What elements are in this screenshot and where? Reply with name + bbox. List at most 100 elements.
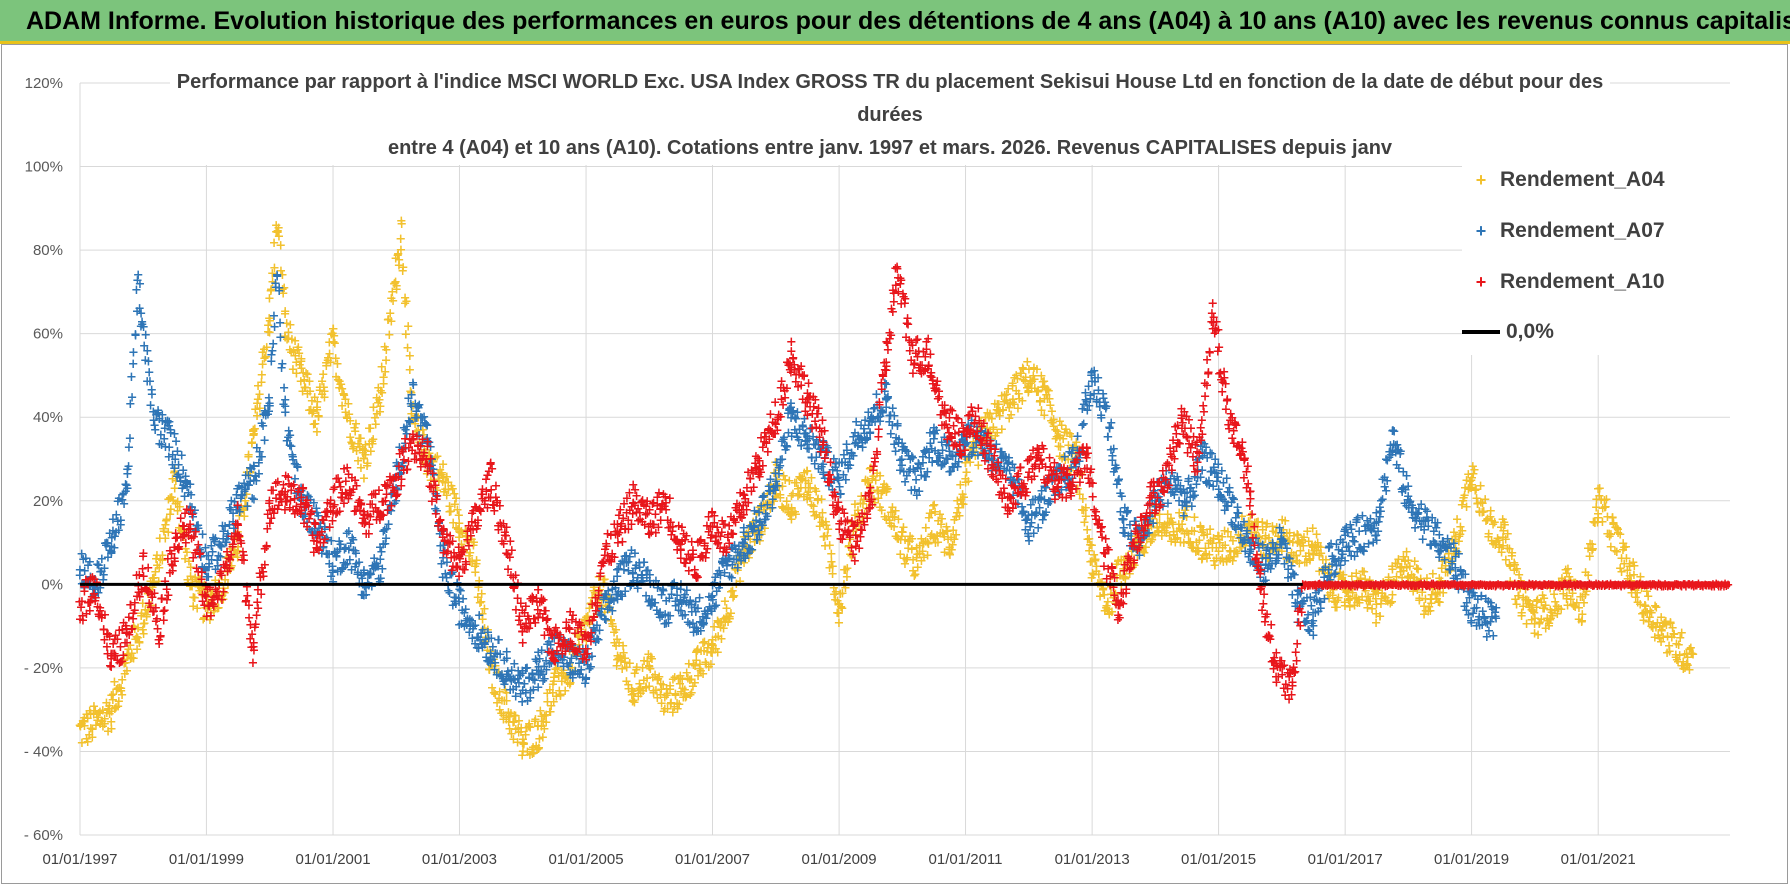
series-point-rendement_a10: + [247, 656, 258, 671]
series-point-rendement_a10: + [396, 479, 407, 494]
series-point-rendement_a04: + [151, 552, 162, 567]
series-point-rendement_a07: + [259, 433, 270, 448]
x-tick-label: 01/01/2003 [422, 851, 497, 868]
series-point-rendement_a04: + [89, 699, 100, 714]
series-point-rendement_a04: + [200, 601, 211, 616]
series-point-rendement_a04: + [280, 331, 291, 346]
series-point-rendement_a04: + [159, 524, 170, 539]
series-point-rendement_a10: + [261, 539, 272, 554]
x-tick-label: 01/01/2001 [295, 851, 370, 868]
series-point-rendement_a04: + [231, 546, 242, 561]
series-point-rendement_a04: + [248, 425, 259, 440]
series-point-rendement_a07: + [1100, 401, 1111, 416]
y-tick-label: 20% [33, 493, 63, 510]
series-point-rendement_a04: + [239, 509, 250, 524]
series-point-rendement_a04: + [256, 376, 267, 391]
series-point-rendement_a04: + [157, 553, 168, 568]
series-point-rendement_a04: + [267, 275, 278, 290]
series-point-rendement_a10: + [155, 630, 166, 645]
series-point-rendement_a04: + [299, 380, 310, 395]
series-point-rendement_a04: + [351, 417, 362, 432]
series-point-rendement_a04: + [243, 450, 254, 465]
series-point-rendement_a04: + [179, 530, 190, 545]
series-point-rendement_a04: + [288, 344, 299, 359]
series-point-rendement_a04: + [248, 428, 259, 443]
series-point-rendement_a04: + [97, 714, 108, 729]
series-point-rendement_a04: + [296, 362, 307, 377]
series-point-rendement_a04: + [305, 403, 316, 418]
series-point-rendement_a07: + [1113, 472, 1124, 487]
series-point-rendement_a04: + [293, 341, 304, 356]
series-point-rendement_a04: + [403, 319, 414, 334]
series-point-rendement_a04: + [153, 575, 164, 590]
series-point-rendement_a04: + [144, 599, 155, 614]
series-point-rendement_a07: + [1491, 601, 1502, 616]
x-tick-label: 01/01/2015 [1181, 851, 1256, 868]
series-point-rendement_a04: + [264, 314, 275, 329]
series-point-rendement_a07: + [275, 316, 286, 331]
series-point-rendement_a07: + [127, 390, 138, 405]
series-point-rendement_a04: + [136, 607, 147, 622]
series-point-rendement_a04: + [233, 540, 244, 555]
series-point-rendement_a07: + [115, 518, 126, 533]
series-point-rendement_a04: + [170, 497, 181, 512]
series-point-rendement_a04: + [396, 217, 407, 232]
series-point-rendement_a04: + [150, 565, 161, 580]
series-point-rendement_a04: + [161, 514, 172, 529]
series-point-rendement_a04: + [381, 343, 392, 358]
series-point-rendement_a07: + [1308, 628, 1319, 643]
series-point-rendement_a04: + [236, 500, 247, 515]
series-point-rendement_a04: + [248, 423, 259, 438]
series-point-rendement_a04: + [170, 474, 181, 489]
series-point-rendement_a04: + [98, 719, 109, 734]
series-point-rendement_a04: + [401, 294, 412, 309]
series-point-rendement_a04: + [169, 464, 180, 479]
series-point-rendement_a04: + [199, 611, 210, 626]
series-point-rendement_a04: + [212, 601, 223, 616]
series-point-rendement_a04: + [236, 504, 247, 519]
series-point-rendement_a04: + [128, 620, 139, 635]
series-point-rendement_a10: + [425, 452, 436, 467]
series-point-rendement_a04: + [189, 591, 200, 606]
series-point-rendement_a04: + [140, 603, 151, 618]
series-point-rendement_a04: + [368, 432, 379, 447]
series-point-rendement_a04: + [296, 354, 307, 369]
series-point-rendement_a07: + [1403, 479, 1414, 494]
series-point-rendement_a04: + [122, 647, 133, 662]
series-point-rendement_a04: + [234, 531, 245, 546]
series-point-rendement_a04: + [299, 373, 310, 388]
series-point-rendement_a04: + [213, 601, 224, 616]
series-point-rendement_a04: + [313, 409, 324, 424]
series-point-rendement_a04: + [210, 602, 221, 617]
series-point-rendement_a04: + [119, 653, 130, 668]
series-point-rendement_a04: + [169, 466, 180, 481]
y-tick-label: 120% [25, 75, 63, 92]
report-banner: ADAM Informe. Evolution historique des p… [0, 0, 1790, 44]
series-point-rendement_a04: + [278, 287, 289, 302]
series-point-rendement_a04: + [294, 347, 305, 362]
series-point-rendement_a04: + [207, 587, 218, 602]
series-point-rendement_a04: + [245, 465, 256, 480]
series-point-rendement_a04: + [279, 281, 290, 296]
series-point-rendement_a04: + [149, 571, 160, 586]
series-point-rendement_a07: + [408, 378, 419, 393]
x-tick-label: 01/01/1999 [169, 851, 244, 868]
series-point-rendement_a04: + [197, 579, 208, 594]
series-point-rendement_a04: + [963, 474, 974, 489]
series-point-rendement_a04: + [265, 284, 276, 299]
series-point-rendement_a04: + [138, 617, 149, 632]
series-point-rendement_a10: + [253, 602, 264, 617]
series-point-rendement_a04: + [201, 588, 212, 603]
series-point-rendement_a04: + [133, 621, 144, 636]
series-point-rendement_a04: + [78, 715, 89, 730]
series-point-rendement_a04: + [157, 549, 168, 564]
series-point-rendement_a04: + [215, 568, 226, 583]
series-point-rendement_a04: + [123, 643, 134, 658]
series-point-rendement_a04: + [187, 579, 198, 594]
series-point-rendement_a04: + [174, 500, 185, 515]
series-point-rendement_a04: + [154, 531, 165, 546]
series-point-rendement_a04: + [137, 597, 148, 612]
series-point-rendement_a04: + [163, 492, 174, 507]
series-point-rendement_a04: + [132, 631, 143, 646]
series-point-rendement_a07: + [146, 383, 157, 398]
